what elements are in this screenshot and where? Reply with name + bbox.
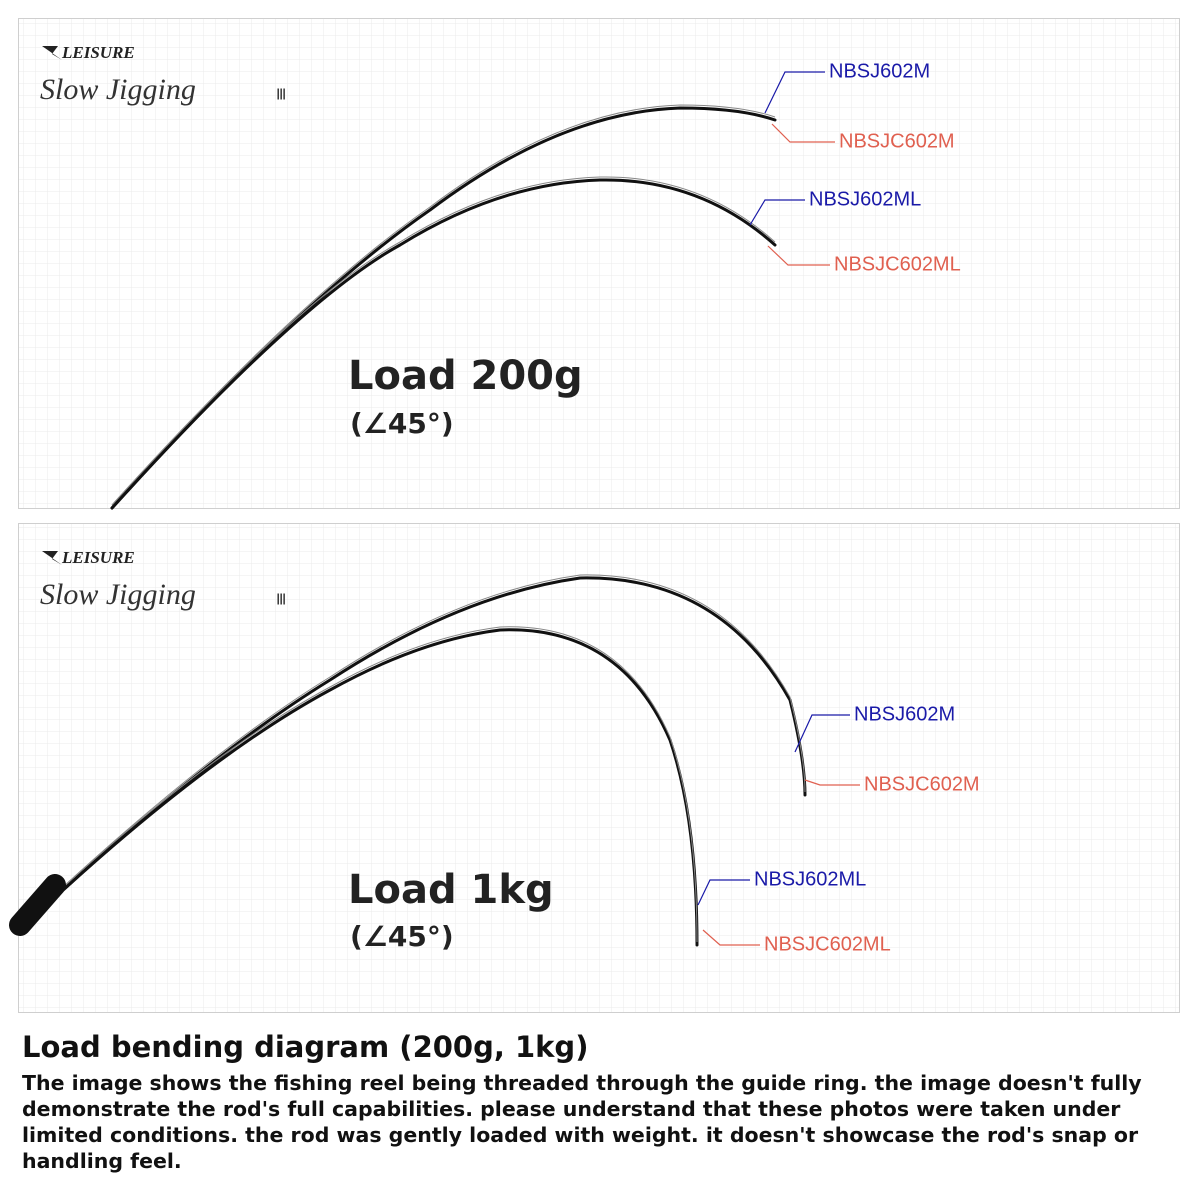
rod <box>110 178 777 510</box>
diagram: LEISURE Slow Jigging Ⅲ NBSJ602M NBSJC602M NBS… <box>9 18 1180 1013</box>
leader-line <box>749 199 805 226</box>
leader-line <box>702 929 760 946</box>
leader-line <box>764 71 825 114</box>
series-mark: Ⅲ <box>276 592 286 608</box>
series: Slow Jigging <box>40 73 196 106</box>
load-label: Load 200g <box>348 353 583 399</box>
leader-line <box>804 779 860 786</box>
caption-title: Load bending diagram (200g, 1kg) <box>22 1030 589 1064</box>
angle-label: (∠45°) <box>350 920 454 953</box>
rod-label: NBSJC602M <box>864 773 980 795</box>
rod-highlight <box>19 626 698 943</box>
brand-icon <box>42 551 62 565</box>
rod-highlight <box>111 176 776 506</box>
leader-line <box>794 714 850 753</box>
brand: LEISURE <box>61 43 135 62</box>
caption: Load bending diagram (200g, 1kg) The ima… <box>22 1030 1182 1174</box>
rod-label: NBSJC602M <box>839 130 955 152</box>
leader-line <box>697 879 750 906</box>
rod-highlight <box>19 574 806 928</box>
rod-highlight <box>111 104 776 506</box>
series-mark: Ⅲ <box>276 87 286 103</box>
rod-label: NBSJC602ML <box>834 253 961 275</box>
brand-icon <box>42 46 62 60</box>
rod <box>18 628 699 947</box>
rod-label: NBSJ602M <box>854 703 955 725</box>
leader-line <box>771 123 835 143</box>
panel <box>18 18 1180 509</box>
rod-label: NBSJ602ML <box>754 868 866 890</box>
brand: LEISURE <box>61 548 135 567</box>
rod-handle <box>9 874 66 936</box>
rod-label: NBSJC602ML <box>764 933 891 955</box>
caption-text: The image shows the fishing reel being t… <box>22 1071 1142 1173</box>
series: Slow Jigging <box>40 578 196 611</box>
load-label: Load 1kg <box>348 867 554 913</box>
rod-label: NBSJ602M <box>829 60 930 82</box>
rod-label: NBSJ602ML <box>809 188 921 210</box>
angle-label: (∠45°) <box>350 407 454 440</box>
leader-line <box>767 245 830 266</box>
